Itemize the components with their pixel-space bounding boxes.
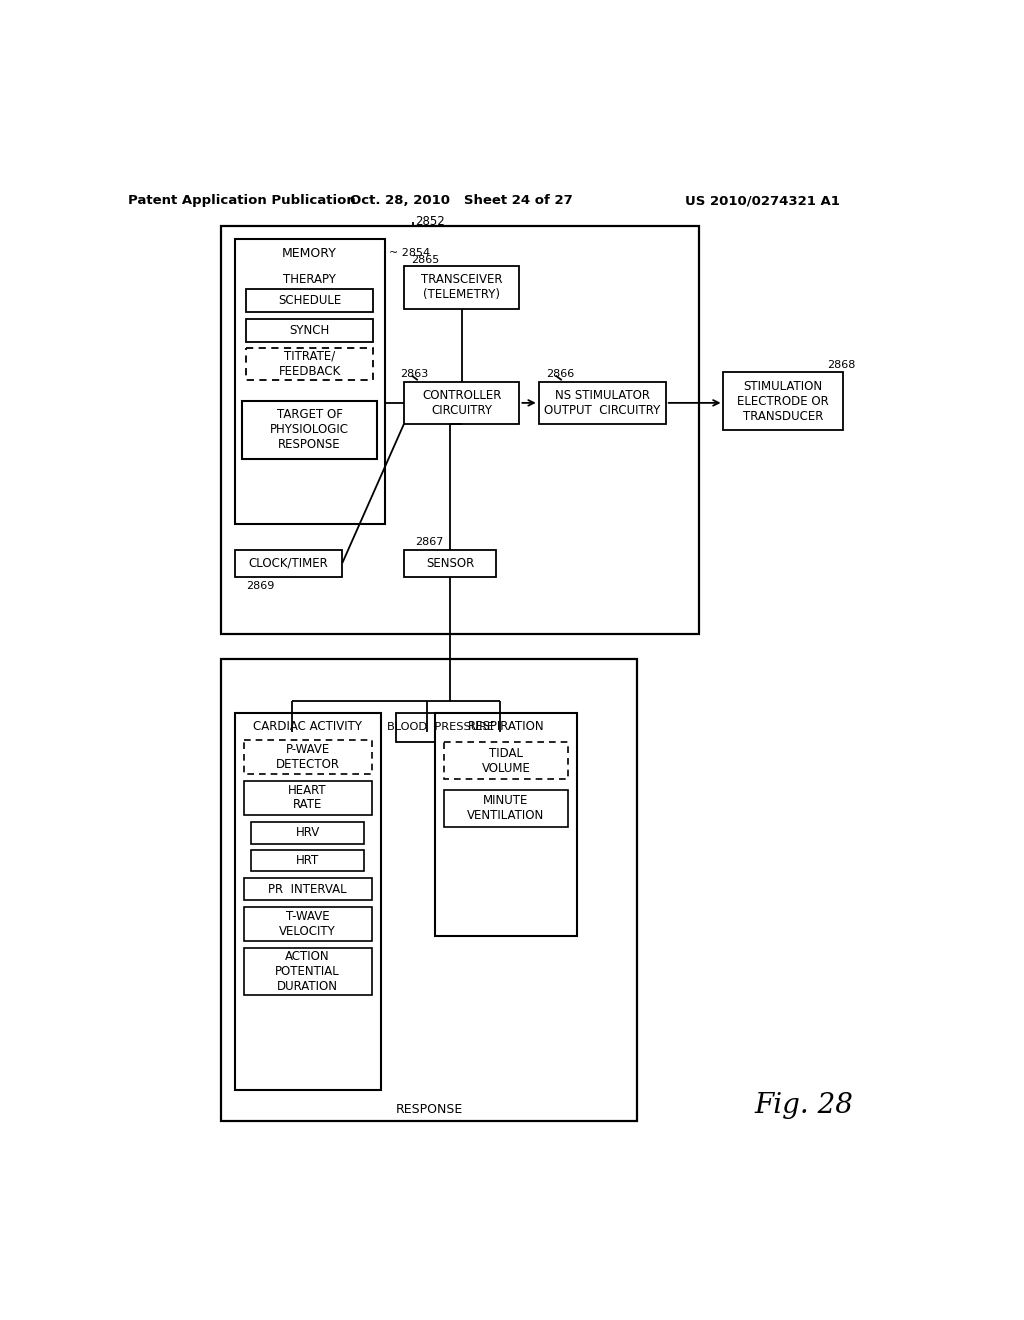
Text: US 2010/0274321 A1: US 2010/0274321 A1: [684, 194, 840, 207]
Text: P-WAVE
DETECTOR: P-WAVE DETECTOR: [275, 743, 340, 771]
Bar: [234, 239, 385, 524]
Text: STIMULATION
ELECTRODE OR
TRANSDUCER: STIMULATION ELECTRODE OR TRANSDUCER: [737, 380, 829, 422]
Bar: [252, 822, 364, 843]
Text: Patent Application Publication: Patent Application Publication: [128, 194, 356, 207]
Bar: [246, 289, 373, 313]
Text: MINUTE
VENTILATION: MINUTE VENTILATION: [467, 795, 545, 822]
Bar: [244, 878, 372, 900]
Bar: [403, 549, 497, 577]
Bar: [396, 713, 484, 742]
Bar: [244, 907, 372, 941]
Bar: [234, 713, 381, 1090]
Bar: [444, 742, 568, 779]
Text: MEMORY: MEMORY: [283, 247, 337, 260]
Bar: [243, 401, 377, 459]
Text: 2865: 2865: [412, 255, 440, 265]
Bar: [435, 713, 578, 936]
Text: ACTION
POTENTIAL
DURATION: ACTION POTENTIAL DURATION: [275, 950, 340, 993]
Text: 2867: 2867: [416, 537, 443, 546]
Bar: [252, 850, 364, 871]
Text: BLOOD  PRESSURE: BLOOD PRESSURE: [387, 722, 494, 733]
Text: 2868: 2868: [827, 360, 856, 370]
Text: TRANSCEIVER
(TELEMETRY): TRANSCEIVER (TELEMETRY): [421, 273, 503, 301]
Bar: [246, 348, 373, 380]
Text: CLOCK/TIMER: CLOCK/TIMER: [249, 557, 329, 569]
Bar: [246, 318, 373, 342]
Text: CARDIAC ACTIVITY: CARDIAC ACTIVITY: [253, 721, 362, 733]
Text: THERAPY: THERAPY: [284, 273, 336, 286]
Text: SYNCH: SYNCH: [290, 323, 330, 337]
Text: 2869: 2869: [246, 581, 274, 591]
Text: HEART
RATE: HEART RATE: [289, 784, 327, 812]
Text: HRV: HRV: [296, 826, 319, 840]
Bar: [244, 948, 372, 995]
Bar: [444, 789, 568, 826]
Text: ~ 2854: ~ 2854: [388, 248, 430, 259]
Text: 2863: 2863: [400, 370, 428, 379]
Text: Fig. 28: Fig. 28: [755, 1092, 853, 1119]
Text: CONTROLLER
CIRCUITRY: CONTROLLER CIRCUITRY: [422, 389, 502, 417]
Bar: [244, 739, 372, 775]
Bar: [221, 226, 698, 635]
Text: SENSOR: SENSOR: [426, 557, 474, 569]
Text: RESPIRATION: RESPIRATION: [468, 721, 544, 733]
Bar: [403, 381, 519, 424]
Bar: [403, 267, 519, 309]
Text: TITRATE/
FEEDBACK: TITRATE/ FEEDBACK: [279, 350, 341, 378]
Bar: [234, 549, 342, 577]
Bar: [221, 659, 637, 1121]
Bar: [724, 372, 843, 430]
Text: 2866: 2866: [547, 370, 574, 379]
Text: T-WAVE
VELOCITY: T-WAVE VELOCITY: [280, 909, 336, 937]
Bar: [244, 780, 372, 816]
Text: RESPONSE: RESPONSE: [395, 1102, 463, 1115]
Bar: [539, 381, 666, 424]
Text: SCHEDULE: SCHEDULE: [278, 294, 341, 308]
Text: TIDAL
VOLUME: TIDAL VOLUME: [481, 747, 530, 775]
Text: TARGET OF
PHYSIOLOGIC
RESPONSE: TARGET OF PHYSIOLOGIC RESPONSE: [270, 408, 349, 451]
Text: 2852: 2852: [416, 215, 445, 228]
Text: Oct. 28, 2010   Sheet 24 of 27: Oct. 28, 2010 Sheet 24 of 27: [350, 194, 573, 207]
Text: PR  INTERVAL: PR INTERVAL: [268, 883, 347, 896]
Text: NS STIMULATOR
OUTPUT  CIRCUITRY: NS STIMULATOR OUTPUT CIRCUITRY: [544, 389, 660, 417]
Text: HRT: HRT: [296, 854, 319, 867]
